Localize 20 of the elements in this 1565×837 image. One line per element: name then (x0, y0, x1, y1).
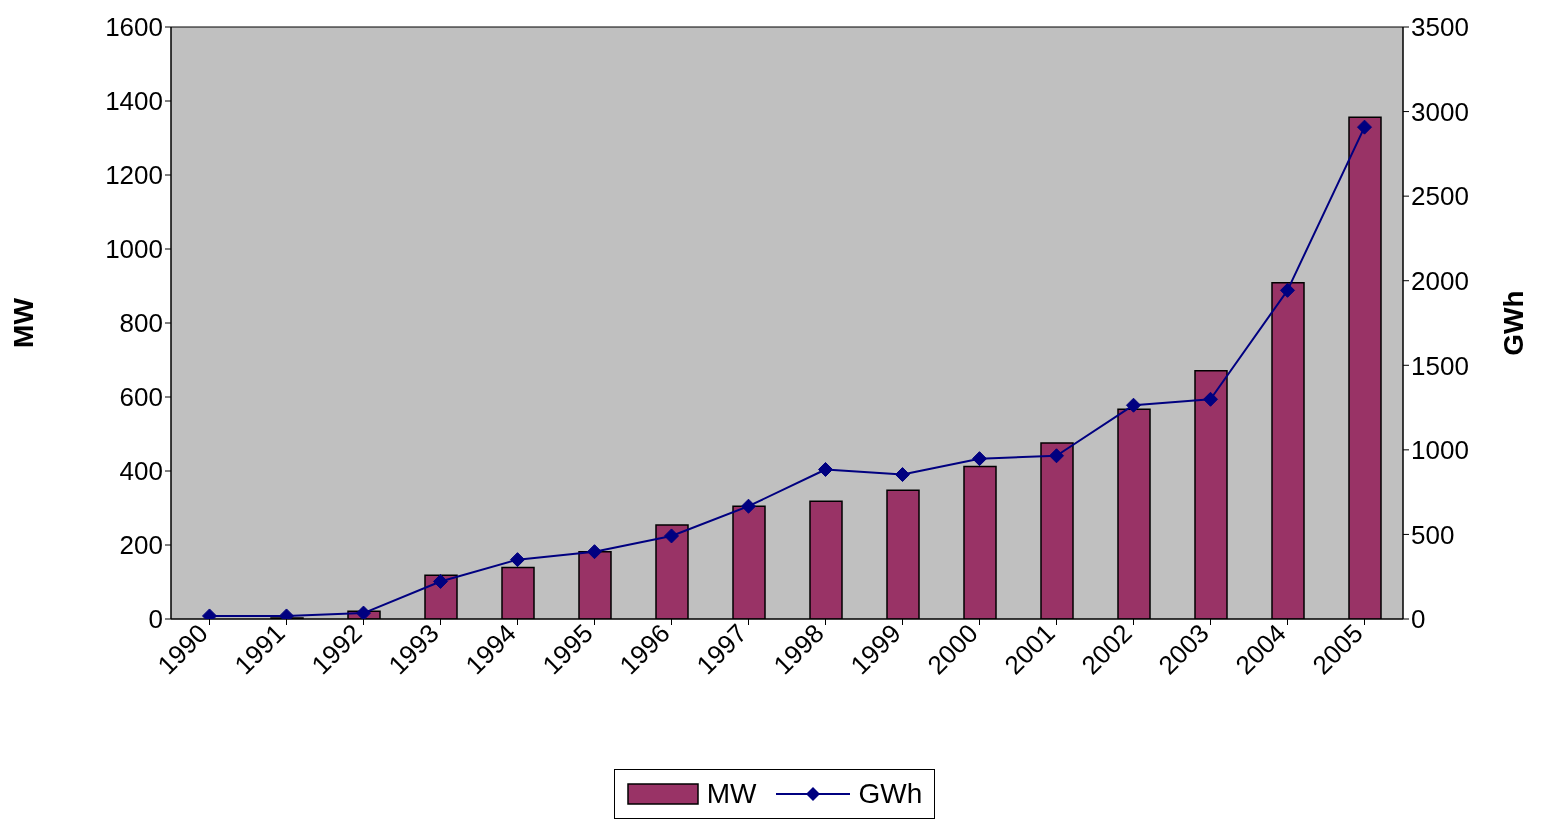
y-tick-label: 400 (119, 456, 163, 487)
y2-tick-label: 2500 (1411, 181, 1469, 212)
y-tick-label: 200 (119, 530, 163, 561)
y-tick-label: 800 (119, 308, 163, 339)
y2-tick-label: 0 (1411, 604, 1426, 635)
y2-axis-title: GWh (1497, 290, 1529, 356)
y2-tick-label: 2000 (1411, 265, 1469, 296)
y2-tick-label: 1500 (1411, 350, 1469, 381)
y2-tick-label: 3000 (1411, 96, 1469, 127)
y2-tick-label: 1000 (1411, 435, 1469, 466)
y-tick-label: 1200 (105, 160, 163, 191)
y2-tick-label: 500 (1411, 519, 1455, 550)
legend-label: MW (706, 778, 757, 810)
y-tick-label: 600 (119, 382, 163, 413)
y-tick-label: 1400 (105, 86, 163, 117)
y-tick-label: 1000 (105, 234, 163, 265)
legend-label: GWh (858, 778, 923, 810)
y-axis-title: MW (7, 297, 39, 348)
y2-tick-label: 3500 (1411, 12, 1469, 43)
y-tick-label: 1600 (105, 12, 163, 43)
